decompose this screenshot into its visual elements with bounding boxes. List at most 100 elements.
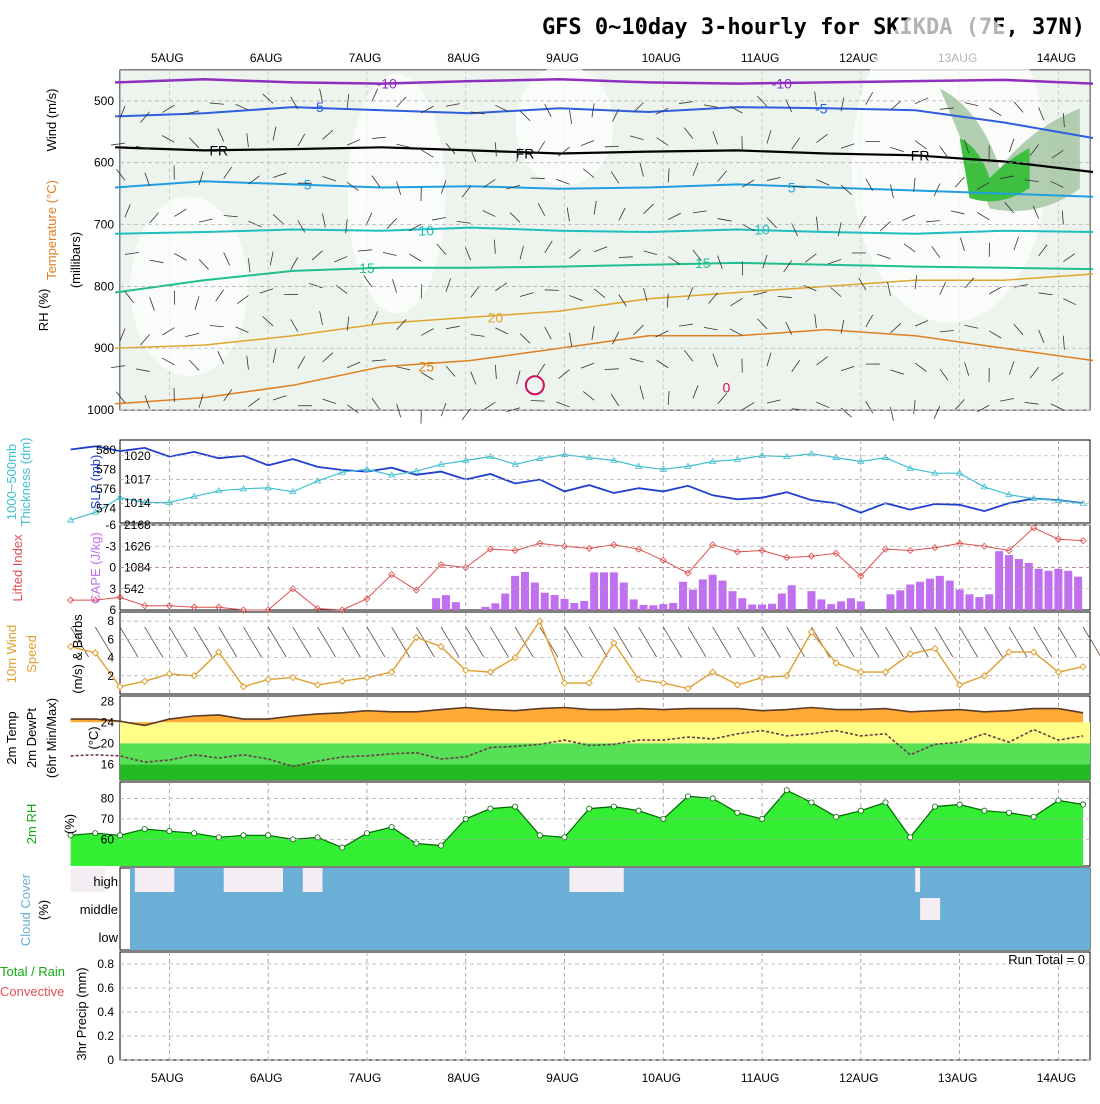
temp-contour-label: 25: [418, 359, 434, 375]
cape-bar: [649, 605, 657, 610]
rh2m-point: [266, 833, 271, 838]
rh2m-point: [858, 808, 863, 813]
cloud-high-clear: [569, 868, 623, 892]
pressure-tick-label: 500: [94, 94, 114, 108]
rh2m-point: [167, 829, 172, 834]
precip-ylabel-3: 3hr Precip (mm): [74, 967, 89, 1060]
rh2m-point: [513, 804, 518, 809]
temp-ylabel-1: 2m Temp: [4, 711, 19, 764]
cape-bar: [896, 590, 904, 610]
cloud-level-label: low: [98, 930, 118, 945]
date-label-bottom: 5AUG: [151, 1071, 184, 1085]
cloud-ylabel-2: (%): [36, 900, 51, 920]
rh-tick-label: 80: [101, 791, 115, 805]
temp-contour-label: 5: [304, 176, 312, 192]
rh2m-point: [587, 806, 592, 811]
cape-bar: [709, 575, 717, 610]
rh2m-point: [932, 804, 937, 809]
temp-contour-label: -5: [815, 100, 828, 116]
cloud-high-clear: [303, 868, 323, 892]
rh2m-point: [809, 800, 814, 805]
cape-bar: [768, 604, 776, 610]
rh-clear-region: [516, 66, 614, 186]
rh2m-point: [389, 824, 394, 829]
upper-ylabel-rh: RH (%): [36, 289, 51, 332]
temp-contour-label: -10: [377, 76, 397, 92]
temp-band: [120, 722, 1090, 743]
wind-ylabel-3: (m/s) & Barbs: [70, 614, 85, 694]
cape-bar: [1005, 555, 1013, 610]
rh2m-point: [414, 841, 419, 846]
cape-bar: [521, 572, 529, 610]
cape-bar: [432, 598, 440, 610]
cape-bar: [857, 601, 865, 610]
rh2m-point: [142, 827, 147, 832]
rh-ylabel-1: 2m RH: [24, 804, 39, 844]
wind-tick-label: 2: [107, 669, 114, 683]
temp-tick-label: 20: [101, 736, 115, 750]
precip-tick-label: 0.2: [97, 1029, 114, 1043]
cape-bar: [985, 594, 993, 610]
date-label-top: 10AUG: [642, 51, 681, 65]
cape-bar: [719, 581, 727, 610]
cape-bar: [689, 590, 697, 610]
date-label-top: 9AUG: [546, 51, 579, 65]
cape-bar: [975, 597, 983, 610]
precip-tick-label: 0.4: [97, 1005, 114, 1019]
date-label-top: 6AUG: [250, 51, 283, 65]
date-label-top: 11AUG: [741, 51, 779, 65]
cloud-level-label: high: [93, 874, 118, 889]
date-label-top: 5AUG: [151, 51, 184, 65]
cape-bar: [1025, 563, 1033, 610]
date-label-top: 7AUG: [349, 51, 382, 65]
upper-ylabel-pressure: (millibars): [68, 232, 83, 288]
cape-bar: [748, 605, 756, 610]
cape-bar: [699, 579, 707, 610]
rh2m-point: [364, 831, 369, 836]
cape-bar: [1074, 577, 1082, 610]
cape-bar: [659, 604, 667, 610]
li-tick-label: -3: [105, 539, 116, 553]
cape-bar: [541, 593, 549, 610]
date-label-bottom: 10AUG: [642, 1071, 681, 1085]
cape-bar: [1064, 571, 1072, 610]
slp-ylabel-thickness: Thickness (dm): [18, 438, 33, 527]
temp-contour-label: 20: [488, 309, 504, 325]
li-tick-label: 3: [109, 582, 116, 596]
rh2m-point: [735, 810, 740, 815]
rh2m-point: [611, 804, 616, 809]
rh2m-point: [957, 802, 962, 807]
temp-contour-label: 15: [695, 255, 711, 271]
temp-ylabel-2: 2m DewPt: [24, 708, 39, 768]
cape-bar: [738, 598, 746, 610]
date-label-bottom: 12AUG: [839, 1071, 878, 1085]
li-tick-label: -6: [105, 518, 116, 532]
temp-contour-label: FR: [911, 147, 930, 163]
pressure-tick-label: 600: [94, 156, 114, 170]
rh-clear-region: [130, 196, 248, 376]
cape-bar: [936, 576, 944, 610]
date-label-bottom: 6AUG: [250, 1071, 283, 1085]
rh2m-point: [241, 833, 246, 838]
rh-tick-label: 70: [101, 812, 115, 826]
cloud-middle-clear: [920, 898, 940, 920]
panel-frame-slp: [120, 440, 1090, 523]
date-label-top: 12AUG: [839, 51, 878, 65]
cape-bar: [906, 585, 914, 610]
cape-bar: [886, 594, 894, 610]
rh2m-point: [636, 808, 641, 813]
temp-contour-label: 10: [754, 221, 770, 237]
rh2m-point: [488, 806, 493, 811]
cape-bar: [1015, 559, 1023, 610]
temp-contour-label: 5: [788, 179, 796, 195]
cape-bar: [679, 582, 687, 610]
pressure-tick-label: 700: [94, 218, 114, 232]
cape-bar: [551, 595, 559, 610]
date-label-bottom: 13AUG: [938, 1071, 977, 1085]
cape-bar: [570, 603, 578, 610]
temp-band: [120, 743, 1090, 764]
date-label-bottom: 11AUG: [741, 1071, 779, 1085]
wind-ylabel-2: Speed: [24, 635, 39, 673]
temp-contour-label: 10: [418, 223, 434, 239]
